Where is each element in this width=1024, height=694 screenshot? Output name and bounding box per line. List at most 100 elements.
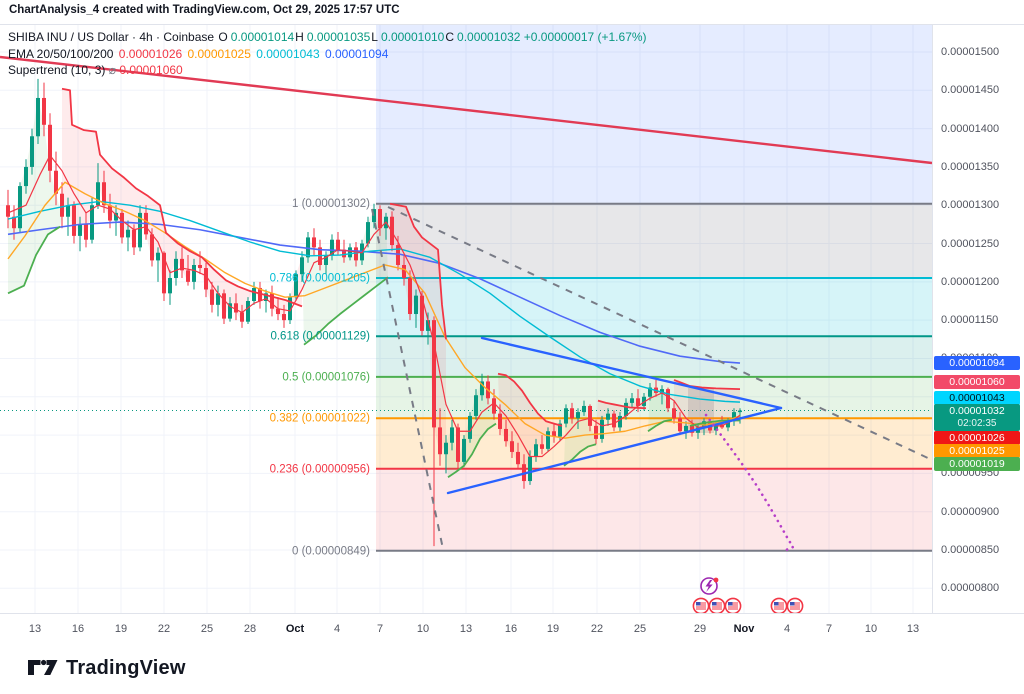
supertrend-line[interactable] bbox=[647, 418, 673, 432]
supertrend-line[interactable] bbox=[447, 422, 497, 478]
price-axis-label: 0.00001200 bbox=[941, 275, 1000, 288]
candle-body bbox=[234, 303, 238, 313]
change-value: +0.00000017 (+1.67%) bbox=[523, 30, 647, 44]
time-axis[interactable]: 13 16 19 22 25 28 Oct 4 7 10 13 16 19 22 25 29 Nov 4 7 10 13 bbox=[0, 613, 1024, 649]
ohlc-value: 0.00001010 bbox=[380, 30, 445, 44]
current-price-badge: 0.00001032 02:02:35 bbox=[934, 403, 1020, 431]
candle-body bbox=[180, 258, 184, 271]
fib-zone bbox=[376, 336, 932, 377]
time-axis-label: Oct bbox=[285, 623, 305, 635]
descending-trendline[interactable] bbox=[0, 55, 933, 165]
us-flag-event-icon[interactable] bbox=[708, 597, 726, 615]
candle-body bbox=[270, 293, 274, 309]
tradingview-logo-icon bbox=[28, 659, 58, 675]
supertrend-line[interactable] bbox=[303, 276, 389, 346]
price-axis[interactable]: 0.00001500 0.00001450 0.00001400 0.00001350… bbox=[932, 24, 1024, 614]
flag-canton bbox=[728, 602, 733, 606]
tradingview-logo[interactable]: TradingView bbox=[28, 657, 186, 680]
candle-body bbox=[168, 278, 172, 294]
candle-body bbox=[426, 320, 430, 331]
candle-body bbox=[552, 431, 556, 437]
candle-body bbox=[624, 402, 628, 416]
candle-body bbox=[186, 270, 190, 282]
time-axis-label: 10 bbox=[416, 623, 430, 635]
candle-body bbox=[174, 258, 178, 279]
legend-supertrend-row[interactable]: Supertrend (10, 3) ⌀ 0.00001060 bbox=[8, 62, 647, 79]
candle-body bbox=[276, 308, 280, 315]
ohlc-letter: C bbox=[445, 30, 455, 44]
time-axis-label: 28 bbox=[243, 623, 257, 635]
candle-body bbox=[684, 425, 688, 432]
candle-body bbox=[84, 224, 88, 240]
time-axis-label: 4 bbox=[783, 623, 791, 635]
candle-body bbox=[456, 427, 460, 462]
candle-body bbox=[300, 257, 304, 275]
fib-zone bbox=[376, 203, 932, 279]
time-axis-label: 29 bbox=[693, 623, 707, 635]
us-flag-event-icon[interactable] bbox=[770, 597, 788, 615]
candle-body bbox=[462, 438, 466, 462]
fib-level-label: 0.5 (0.00001076) bbox=[282, 371, 370, 383]
ema-value: 0.00001025 bbox=[187, 46, 255, 61]
ema20-line[interactable] bbox=[7, 154, 741, 458]
candle-body bbox=[540, 444, 544, 449]
projection-dotted-path[interactable] bbox=[704, 413, 795, 552]
candle-body bbox=[330, 239, 334, 256]
dashed-trendline[interactable] bbox=[387, 206, 931, 460]
triangle-trendline[interactable] bbox=[446, 406, 783, 495]
candle-body bbox=[108, 205, 112, 221]
candle-body bbox=[726, 421, 730, 428]
candle-body bbox=[48, 124, 52, 171]
us-flag-event-icon[interactable] bbox=[692, 597, 710, 615]
dashed-trendline[interactable] bbox=[371, 208, 444, 550]
candle-body bbox=[450, 427, 454, 443]
ema100-line[interactable] bbox=[7, 200, 741, 403]
ohlc-letter: L bbox=[371, 30, 378, 44]
candle-body bbox=[42, 97, 46, 125]
supertrend-line[interactable] bbox=[389, 202, 447, 340]
chart-canvas[interactable]: 1 (0.00001302) 0.786 (0.00001205) 0.618 (0… bbox=[0, 25, 933, 615]
candle-body bbox=[156, 252, 160, 261]
candle-body bbox=[630, 398, 634, 403]
candle-body bbox=[576, 412, 580, 419]
indicator-price-badge: 0.00001060 bbox=[934, 375, 1020, 389]
notification-dot bbox=[713, 577, 719, 583]
ema-value: 0.00001026 bbox=[118, 46, 186, 61]
ema200-line[interactable] bbox=[7, 221, 741, 364]
supertrend-line[interactable] bbox=[7, 225, 61, 295]
candle-body bbox=[216, 293, 220, 305]
fib-level-label: 0.382 (0.00001022) bbox=[270, 413, 371, 425]
supertrend-line[interactable] bbox=[597, 399, 647, 410]
time-axis-label: 16 bbox=[71, 623, 85, 635]
candle-body bbox=[558, 423, 562, 437]
ohlc-letter: H bbox=[295, 30, 304, 44]
us-flag-event-icon[interactable] bbox=[724, 597, 742, 615]
time-axis-label: 7 bbox=[825, 623, 833, 635]
supertrend-label: Supertrend (10, 3) bbox=[8, 63, 106, 77]
supertrend-line[interactable] bbox=[61, 87, 303, 308]
legend-ema-row[interactable]: EMA 20/50/100/200 0.00001026 0.00001025 … bbox=[8, 46, 647, 63]
ohlc-value: 0.00001014 bbox=[230, 30, 295, 44]
candle-body bbox=[222, 293, 226, 319]
triangle-trendline[interactable] bbox=[480, 336, 783, 410]
ema50-line[interactable] bbox=[7, 181, 741, 439]
supertrend-line[interactable] bbox=[497, 372, 563, 427]
supertrend-line[interactable] bbox=[673, 379, 741, 391]
time-axis-label: 4 bbox=[333, 623, 341, 635]
candle-body bbox=[228, 303, 232, 319]
ohlc-values: O 0.00001014H 0.00001035L 0.00001010C 0.0000… bbox=[217, 30, 520, 44]
lightning-bolt-glyph bbox=[705, 580, 713, 592]
fib-zone bbox=[376, 278, 932, 337]
candle-body bbox=[282, 314, 286, 321]
candle-body bbox=[504, 428, 508, 442]
candle-body bbox=[6, 205, 10, 217]
candle-body bbox=[102, 182, 106, 206]
us-flag-event-icon[interactable] bbox=[786, 597, 804, 615]
candle-body bbox=[198, 264, 202, 269]
time-axis-label: 22 bbox=[590, 623, 604, 635]
flag-canton bbox=[712, 602, 717, 606]
fib-zone bbox=[376, 376, 932, 419]
time-axis-label: 19 bbox=[546, 623, 560, 635]
